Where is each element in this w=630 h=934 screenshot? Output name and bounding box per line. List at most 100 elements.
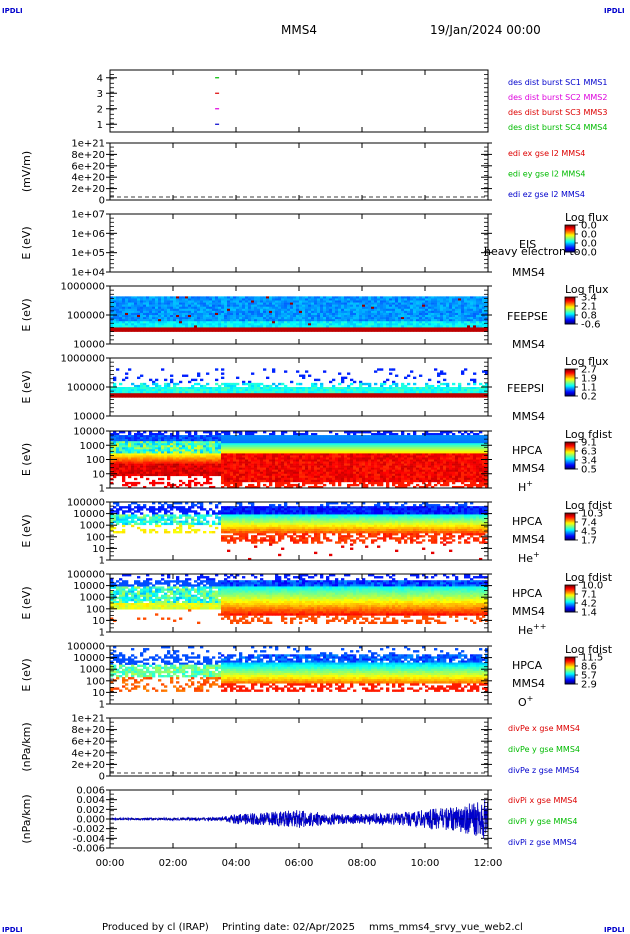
heatmap-cell bbox=[122, 431, 126, 434]
heatmap-cell bbox=[188, 449, 192, 452]
heatmap-cell bbox=[161, 453, 165, 456]
heatmap-cell bbox=[191, 296, 195, 299]
heatmap-cell bbox=[326, 302, 330, 305]
heatmap-cell bbox=[353, 325, 357, 328]
heatmap-cell bbox=[227, 321, 231, 324]
heatmap-cell bbox=[230, 298, 234, 301]
heatmap-cell bbox=[161, 435, 165, 438]
heatmap-cell bbox=[266, 439, 270, 442]
heatmap-cell bbox=[182, 463, 186, 466]
heatmap-cell bbox=[113, 469, 117, 473]
heatmap-cell bbox=[242, 391, 246, 394]
heatmap-cell bbox=[212, 312, 216, 316]
heatmap-cell bbox=[260, 447, 264, 450]
edi-tick-label: 8e+20 bbox=[71, 150, 105, 161]
edi-tick-label: 1e+21 bbox=[71, 139, 105, 150]
heatmap-cell bbox=[263, 441, 267, 444]
heatmap-cell bbox=[323, 387, 327, 390]
heatmap-cell bbox=[251, 302, 255, 305]
heatmap-cell bbox=[158, 451, 162, 454]
heatmap-cell bbox=[293, 479, 297, 483]
heatmap-cell bbox=[212, 459, 216, 462]
heatmap-cell bbox=[194, 382, 198, 386]
heatmap-cell bbox=[206, 461, 210, 464]
heatmap-cell bbox=[311, 387, 315, 390]
heatmap-cell bbox=[317, 325, 321, 328]
heatmap-cell bbox=[377, 329, 381, 332]
heatmap-cell bbox=[305, 453, 309, 456]
heatmap-cell bbox=[125, 306, 129, 310]
heatmap-cell bbox=[368, 315, 372, 318]
heatmap-cell bbox=[152, 463, 156, 466]
heatmap-cell bbox=[290, 306, 294, 310]
heatmap-cell bbox=[419, 374, 423, 377]
heatmap-cell bbox=[383, 300, 387, 303]
heatmap-cell bbox=[314, 471, 318, 475]
heatmap-cell bbox=[395, 304, 399, 308]
heatmap-cell bbox=[479, 306, 483, 310]
heatmap-cell bbox=[194, 459, 198, 462]
heatmap-cell bbox=[116, 302, 120, 305]
heatmap-cell bbox=[149, 298, 153, 301]
heatmap-cell bbox=[395, 325, 399, 328]
heatmap-cell bbox=[299, 479, 303, 483]
heatmap-cell bbox=[254, 469, 258, 473]
heatmap-cell bbox=[218, 439, 222, 442]
heatmap-cell bbox=[194, 389, 198, 392]
heatmap-cell bbox=[374, 306, 378, 310]
heatmap-cell bbox=[122, 395, 126, 398]
heatmap-cell bbox=[113, 298, 117, 301]
heatmap-cell bbox=[263, 451, 267, 454]
heatmap-cell bbox=[275, 469, 279, 473]
heatmap-cell bbox=[197, 315, 201, 318]
heatmap-cell bbox=[329, 310, 333, 314]
heatmap-cell bbox=[236, 481, 240, 485]
heatmap-cell bbox=[302, 479, 306, 483]
heatmap-cell bbox=[308, 455, 312, 458]
heatmap-cell bbox=[290, 475, 294, 479]
heatmap-cell bbox=[161, 298, 165, 301]
heatmap-cell bbox=[185, 455, 189, 458]
heatmap-cell bbox=[296, 447, 300, 450]
heatmap-cell bbox=[221, 457, 225, 460]
heatmap-cell bbox=[179, 393, 183, 396]
heatmap-cell bbox=[149, 308, 153, 312]
heatmap-cell bbox=[404, 298, 408, 301]
colorbar-cell bbox=[565, 371, 575, 373]
heatmap-cell bbox=[293, 465, 297, 468]
heatmap-cell bbox=[326, 310, 330, 314]
heatmap-cell bbox=[380, 308, 384, 312]
heatmap-cell bbox=[221, 382, 225, 386]
heatmap-cell bbox=[344, 315, 348, 318]
heatmap-cell bbox=[257, 435, 261, 438]
heatmap-cell bbox=[311, 453, 315, 456]
heatmap-cell bbox=[269, 300, 273, 303]
heatmap-cell bbox=[416, 329, 420, 332]
heatmap-cell bbox=[224, 387, 228, 390]
heatmap-cell bbox=[290, 387, 294, 390]
heatmap-cell bbox=[224, 461, 228, 464]
heatmap-cell bbox=[314, 473, 318, 477]
heatmap-cell bbox=[272, 467, 276, 470]
heatmap-cell bbox=[119, 304, 123, 308]
heatmap-cell bbox=[482, 370, 486, 373]
heatmap-cell bbox=[206, 453, 210, 456]
heatmap-cell bbox=[461, 393, 465, 396]
heatmap-cell bbox=[263, 304, 267, 308]
heatmap-cell bbox=[410, 389, 414, 392]
heatmap-cell bbox=[251, 477, 255, 481]
heatmap-cell bbox=[323, 315, 327, 318]
heatmap-cell bbox=[269, 308, 273, 312]
heatmap-cell bbox=[257, 473, 261, 477]
heatmap-cell bbox=[245, 327, 249, 330]
heatmap-cell bbox=[455, 304, 459, 308]
heatmap-cell bbox=[110, 477, 114, 481]
heatmap-cell bbox=[236, 296, 240, 299]
heatmap-cell bbox=[230, 455, 234, 458]
heatmap-cell bbox=[260, 461, 264, 464]
heatmap-cell bbox=[125, 441, 129, 444]
heatmap-cell bbox=[221, 431, 225, 434]
heatmap-cell bbox=[218, 467, 222, 470]
heatmap-cell bbox=[278, 463, 282, 466]
heatmap-cell bbox=[194, 308, 198, 312]
